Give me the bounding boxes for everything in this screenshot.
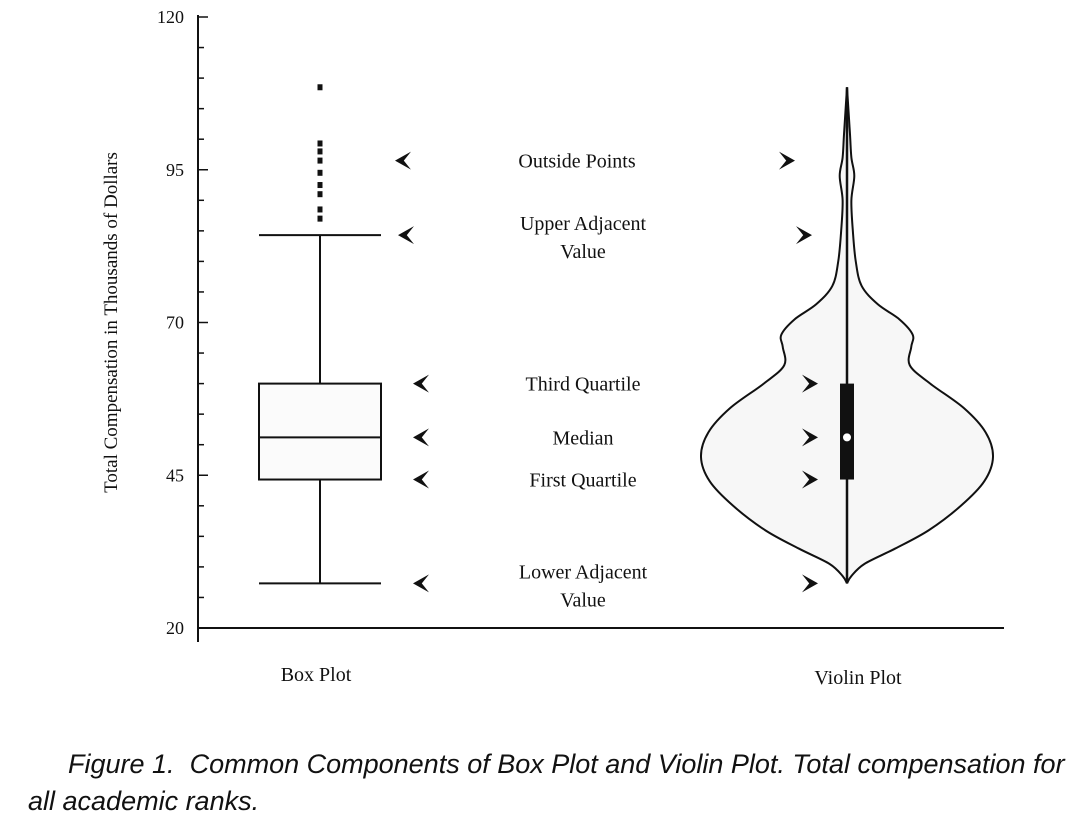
category-labels: Box Plot Violin Plot — [281, 664, 902, 689]
box-outside-point — [317, 191, 323, 198]
annotation-label: Value — [560, 589, 606, 611]
chart-figure: 20 45 70 95 120 Total Compensation in Thousan… — [101, 7, 1004, 689]
box-outside-point — [317, 84, 323, 91]
y-axis: 20 45 70 95 120 Total Compensation in Thousan… — [101, 7, 1004, 642]
annotation-arrow-left — [413, 574, 429, 593]
annotation-arrow-left — [413, 470, 429, 489]
category-label-violin-plot: Violin Plot — [814, 667, 902, 689]
annotations: Outside Points Upper Adjacent Value Third Q… — [395, 151, 818, 611]
y-tick-label: 120 — [157, 7, 184, 27]
y-tick-label: 70 — [166, 313, 184, 333]
annotation-label: Median — [552, 427, 613, 449]
box-outside-point — [317, 140, 323, 147]
box-outside-point — [317, 157, 323, 164]
box-plot — [258, 84, 382, 585]
box-outside-point — [317, 215, 323, 222]
box-outside-point — [317, 206, 323, 213]
y-axis-title: Total Compensation in Thousands of Dolla… — [101, 152, 122, 493]
violin-outline-left — [699, 87, 848, 584]
annotation-arrow-right — [796, 226, 812, 245]
category-label-box-plot: Box Plot — [281, 664, 352, 686]
annotation-label: Lower Adjacent — [519, 561, 648, 583]
y-tick-label: 20 — [166, 618, 184, 638]
annotation-arrow-right — [802, 428, 818, 447]
annotation-arrow-left — [413, 428, 429, 447]
annotation-arrow-left — [398, 226, 414, 245]
y-tick-label: 45 — [166, 465, 184, 485]
box-outside-point — [317, 182, 323, 189]
violin-plot — [699, 87, 995, 584]
y-tick-label: 95 — [166, 160, 184, 180]
violin-iqr-bar — [840, 383, 854, 480]
annotation-arrow-right — [802, 374, 818, 393]
annotation-arrow-left — [413, 374, 429, 393]
box-iqr — [258, 382, 382, 481]
annotation-label: Upper Adjacent — [520, 213, 647, 235]
annotation-label: Outside Points — [518, 151, 635, 173]
annotation-label: Value — [560, 241, 606, 263]
annotation-arrow-right — [779, 151, 795, 170]
annotation-label: Third Quartile — [526, 374, 641, 396]
annotation-label: First Quartile — [529, 470, 636, 492]
caption-text: Common Components of Box Plot and Violin… — [28, 749, 1073, 816]
violin-median-dot — [842, 432, 852, 443]
box-outside-point — [317, 169, 323, 176]
box-outside-point — [317, 148, 323, 155]
annotation-arrow-right — [802, 574, 818, 593]
caption-label: Figure 1. — [68, 749, 175, 779]
annotation-arrow-left — [395, 151, 411, 170]
figure-caption: Figure 1. Common Components of Box Plot … — [28, 746, 1068, 820]
violin-outline-right — [846, 87, 995, 584]
annotation-arrow-right — [802, 470, 818, 489]
